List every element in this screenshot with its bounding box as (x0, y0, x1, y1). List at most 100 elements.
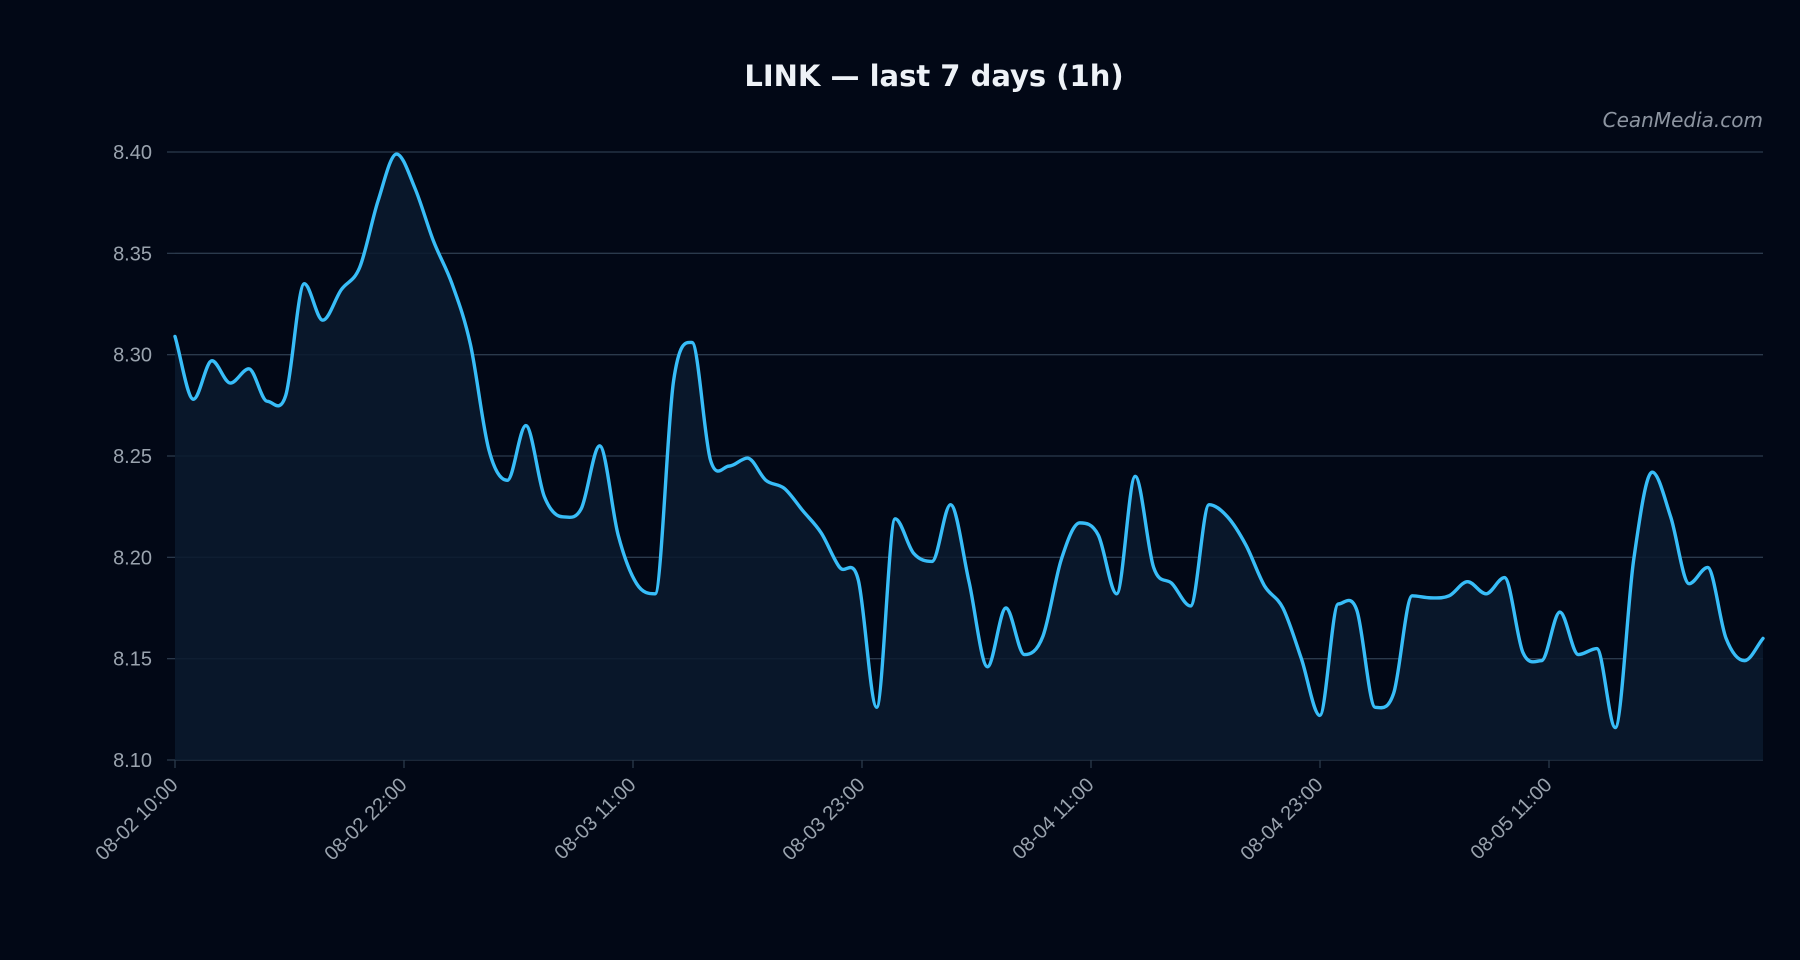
data-point (505, 478, 509, 482)
data-point (265, 399, 269, 403)
data-point (1502, 576, 1506, 580)
data-point (395, 152, 399, 156)
data-point (1318, 713, 1322, 717)
data-point (321, 318, 325, 322)
data-point (487, 448, 491, 452)
data-point (1743, 659, 1747, 663)
data-point (1226, 515, 1230, 519)
data-point (1115, 592, 1119, 596)
data-point (598, 444, 602, 448)
data-point (191, 397, 195, 401)
data-point (764, 478, 768, 482)
data-point (579, 507, 583, 511)
data-point (1447, 594, 1451, 598)
data-point (542, 495, 546, 499)
data-point (1595, 647, 1599, 651)
data-point (1355, 608, 1359, 612)
chart-title: LINK — last 7 days (1h) (744, 59, 1123, 93)
data-point (1576, 653, 1580, 657)
data-point (1429, 596, 1433, 600)
data-point (358, 266, 362, 270)
data-point (1521, 651, 1525, 655)
data-point (450, 282, 454, 286)
y-tick-label: 8.15 (113, 649, 152, 671)
data-point (727, 464, 731, 468)
data-point (1558, 610, 1562, 614)
data-point (1004, 606, 1008, 610)
data-point (893, 517, 897, 521)
data-point (1170, 582, 1174, 586)
data-point (1299, 657, 1303, 661)
data-point (247, 367, 251, 371)
data-point (302, 282, 306, 286)
y-tick-label: 8.25 (113, 446, 152, 468)
data-point (376, 199, 380, 203)
data-point (1041, 634, 1045, 638)
y-tick-label: 8.10 (113, 750, 152, 772)
data-point (1096, 533, 1100, 537)
data-point (1706, 565, 1710, 569)
data-point (1632, 557, 1636, 561)
data-point (653, 592, 657, 596)
data-point (1484, 592, 1488, 596)
data-point (949, 503, 953, 507)
data-point (690, 341, 694, 345)
data-point (1059, 557, 1063, 561)
data-point (1152, 565, 1156, 569)
y-axis-ticks: 8.10 8.15 8.20 8.25 8.30 8.35 8.40 (113, 142, 175, 772)
data-point (228, 381, 232, 385)
data-point (875, 705, 879, 709)
data-point (1189, 604, 1193, 608)
data-point (413, 186, 417, 190)
watermark: CeanMedia.com (1603, 108, 1763, 132)
y-tick-label: 8.30 (113, 345, 152, 367)
data-point (1687, 582, 1691, 586)
data-point (985, 665, 989, 669)
data-point (967, 580, 971, 584)
data-point (912, 551, 916, 555)
y-tick-label: 8.40 (113, 142, 152, 164)
data-point (838, 565, 842, 569)
data-point (708, 458, 712, 462)
data-point (1613, 726, 1617, 730)
data-point (1466, 580, 1470, 584)
y-tick-label: 8.20 (113, 547, 152, 569)
data-point (819, 531, 823, 535)
data-point (524, 424, 528, 428)
data-point (1724, 636, 1728, 640)
data-point (561, 515, 565, 519)
data-point (1539, 659, 1543, 663)
data-point (930, 559, 934, 563)
data-point (1022, 653, 1026, 657)
data-point (210, 359, 214, 363)
data-point (745, 456, 749, 460)
data-point (1262, 584, 1266, 588)
data-point (1133, 474, 1137, 478)
data-point (284, 393, 288, 397)
data-point (856, 578, 860, 582)
data-point (1281, 606, 1285, 610)
data-point (1207, 503, 1211, 507)
data-point (468, 343, 472, 347)
data-point (1392, 691, 1396, 695)
data-point (635, 582, 639, 586)
data-point (672, 379, 676, 383)
data-point (1650, 470, 1654, 474)
data-point (1669, 515, 1673, 519)
data-point (616, 533, 620, 537)
data-point (432, 239, 436, 243)
data-point (782, 486, 786, 490)
price-line (173, 152, 1765, 730)
data-point (1244, 543, 1248, 547)
data-point (339, 288, 343, 292)
price-area-fill (175, 154, 1763, 760)
data-point (173, 334, 177, 338)
data-point (1336, 602, 1340, 606)
data-point (1761, 636, 1765, 640)
data-point (1373, 705, 1377, 709)
data-point (1078, 521, 1082, 525)
data-point (801, 509, 805, 513)
data-point (1410, 594, 1414, 598)
y-tick-label: 8.35 (113, 243, 152, 265)
